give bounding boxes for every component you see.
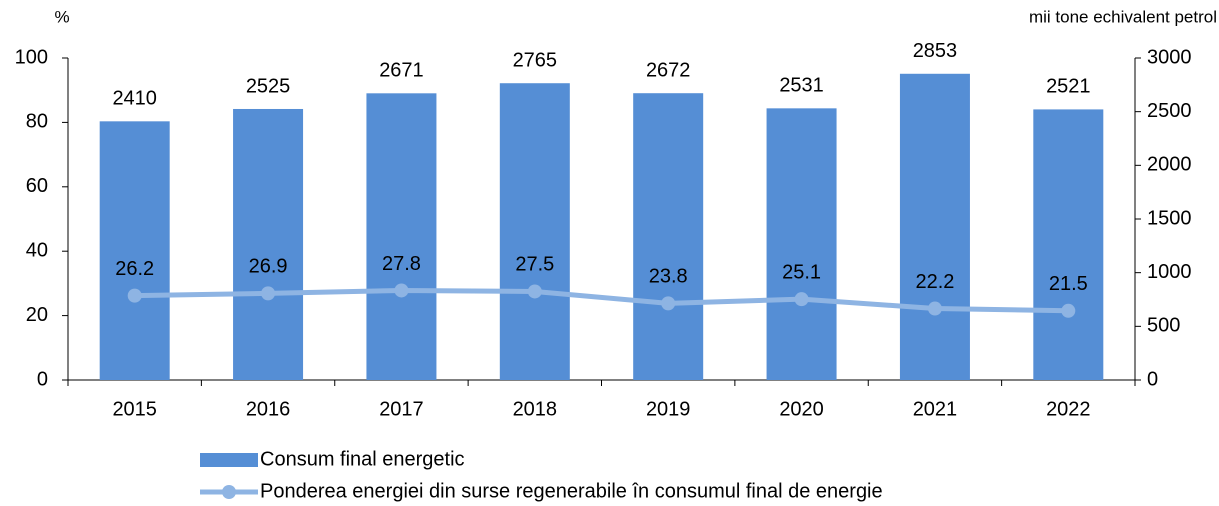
line bbox=[134, 287, 1069, 314]
x-tick-label: 2022 bbox=[1046, 398, 1091, 420]
y-tick-label: 20 bbox=[26, 304, 48, 326]
y-tick-label: 60 bbox=[26, 175, 48, 197]
bar bbox=[1033, 109, 1104, 381]
y2-tick-label: 0 bbox=[1147, 368, 1158, 390]
line-point bbox=[394, 283, 409, 298]
y-tick-label: 80 bbox=[26, 111, 48, 133]
y-tick-label: 0 bbox=[37, 368, 48, 390]
y2-tick-label: 1500 bbox=[1147, 207, 1192, 229]
y-tick-label: 100 bbox=[15, 46, 48, 68]
x-tick-label: 2020 bbox=[779, 398, 824, 420]
bar-value-label: 2521 bbox=[1046, 76, 1091, 98]
line-value-label: 27.8 bbox=[382, 253, 421, 275]
line-value-label: 26.9 bbox=[249, 256, 288, 278]
bar bbox=[233, 108, 304, 380]
legend-swatch bbox=[200, 453, 258, 467]
y2-tick-label: 2500 bbox=[1147, 100, 1192, 122]
line-value-label: 23.8 bbox=[649, 266, 688, 288]
y2-tick-label: 2000 bbox=[1147, 154, 1192, 176]
bar-value-label: 2525 bbox=[246, 75, 291, 97]
bar-value-label: 2671 bbox=[379, 60, 424, 82]
bar-value-label: 2410 bbox=[112, 88, 157, 110]
bar bbox=[766, 108, 837, 381]
bar bbox=[499, 83, 570, 381]
bar bbox=[899, 73, 970, 380]
bar-value-label: 2531 bbox=[779, 75, 824, 97]
x-tick-label: 2015 bbox=[112, 398, 157, 420]
line-point bbox=[261, 286, 276, 301]
line-point bbox=[127, 288, 142, 303]
y-axis-label: % bbox=[54, 7, 69, 26]
line-point bbox=[661, 296, 676, 311]
line-point bbox=[527, 284, 542, 299]
bar bbox=[99, 121, 170, 381]
bar bbox=[366, 93, 437, 380]
y2-tick-label: 1000 bbox=[1147, 261, 1192, 283]
line-value-label: 27.5 bbox=[515, 254, 554, 276]
bar-value-label: 2853 bbox=[913, 40, 958, 62]
bar-value-label: 2765 bbox=[513, 50, 558, 72]
bar bbox=[633, 93, 704, 381]
x-tick-label: 2018 bbox=[513, 398, 558, 420]
line-point bbox=[794, 292, 809, 307]
legend-label: Consum final energetic bbox=[260, 448, 465, 470]
x-tick-label: 2017 bbox=[379, 398, 424, 420]
line-value-label: 25.1 bbox=[782, 261, 821, 283]
line-value-label: 21.5 bbox=[1049, 273, 1088, 295]
line-point bbox=[927, 301, 942, 316]
x-tick-label: 2019 bbox=[646, 398, 691, 420]
y2-axis-label: mii tone echivalent petrol bbox=[1029, 7, 1217, 26]
y2-tick-label: 500 bbox=[1147, 315, 1180, 337]
legend-marker bbox=[222, 485, 236, 499]
x-tick-label: 2021 bbox=[913, 398, 958, 420]
legend-label: Ponderea energiei din surse regenerabile… bbox=[260, 480, 883, 502]
y-tick-label: 40 bbox=[26, 239, 48, 261]
line-value-label: 22.2 bbox=[915, 271, 954, 293]
y2-tick-label: 3000 bbox=[1147, 46, 1192, 68]
x-tick-label: 2016 bbox=[246, 398, 291, 420]
line-point bbox=[1061, 303, 1076, 318]
bar-value-label: 2672 bbox=[646, 59, 691, 81]
line-value-label: 26.2 bbox=[115, 258, 154, 280]
